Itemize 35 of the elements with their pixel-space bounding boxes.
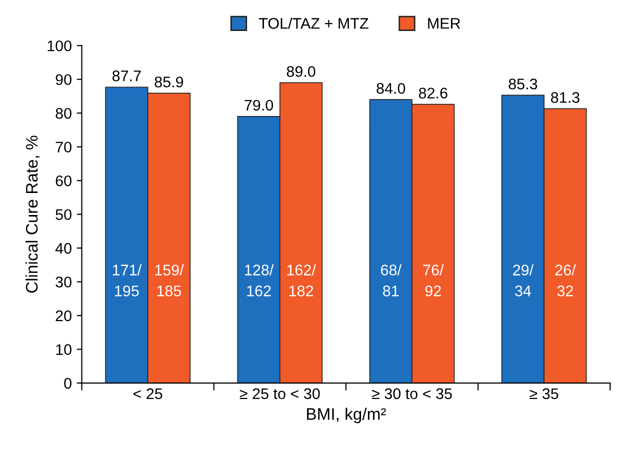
annotation: 29/ 34 bbox=[513, 264, 534, 296]
y-tick-label: 50 bbox=[56, 209, 72, 220]
y-tick-label: 100 bbox=[48, 40, 72, 52]
y-tick-label: 80 bbox=[56, 108, 72, 119]
data-label: 84.0 bbox=[376, 82, 406, 94]
legend-label: MER bbox=[428, 18, 460, 29]
y-tick-label: 20 bbox=[56, 310, 72, 322]
x-tick-label: ≥ 25 to < 30 bbox=[240, 388, 320, 400]
data-label: 85.9 bbox=[154, 76, 184, 88]
y-tick-label: 40 bbox=[55, 242, 72, 254]
annotation: 68/ 81 bbox=[381, 264, 402, 296]
data-label: 85.3 bbox=[508, 78, 538, 90]
y-tick-label: 70 bbox=[56, 142, 72, 153]
y-tick-label: 90 bbox=[56, 74, 72, 86]
annotation: 128/ 162 bbox=[245, 264, 274, 296]
annotation: 171/ 195 bbox=[112, 264, 142, 296]
annotation: 76/ 92 bbox=[423, 264, 444, 296]
x-tick-label: < 25 bbox=[133, 388, 162, 400]
y-tick-label: 10 bbox=[56, 344, 72, 355]
x-axis-title: BMI, kg/m² bbox=[307, 408, 386, 424]
y-tick-label: 0 bbox=[64, 378, 72, 389]
data-label: 79.0 bbox=[244, 100, 274, 111]
data-label: 89.0 bbox=[286, 66, 316, 77]
x-tick-label: ≥ 30 to < 35 bbox=[372, 388, 452, 400]
annotation: 159/ 185 bbox=[155, 264, 184, 296]
y-tick-label: 30 bbox=[56, 276, 72, 288]
y-axis-title: Clinical Cure Rate, % bbox=[25, 136, 40, 293]
annotation: 26/ 32 bbox=[555, 264, 576, 296]
data-label: 87.7 bbox=[112, 70, 141, 82]
annotation: 162/ 182 bbox=[287, 264, 316, 296]
data-label: 82.6 bbox=[418, 88, 448, 99]
y-tick-label: 60 bbox=[56, 175, 72, 186]
x-tick-label: ≥ 35 bbox=[530, 388, 558, 400]
legend-label: TOL/TAZ + MTZ bbox=[258, 18, 368, 29]
data-label: 81.3 bbox=[551, 92, 580, 103]
